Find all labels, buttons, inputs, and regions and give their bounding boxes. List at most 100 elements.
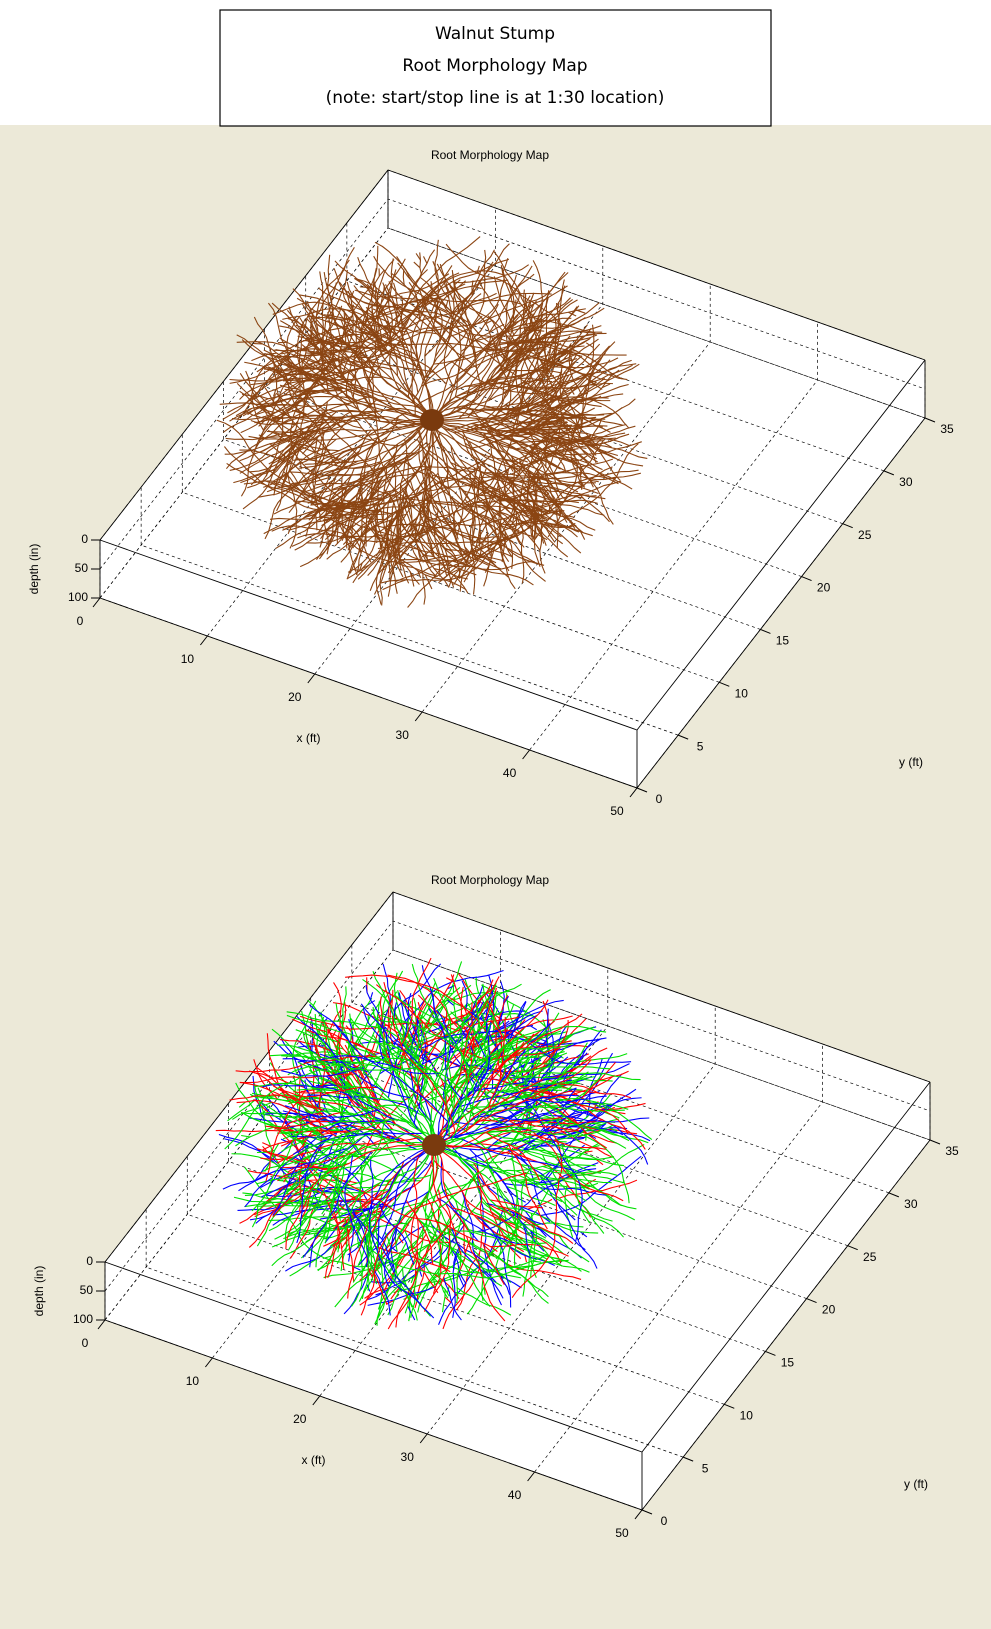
- root: [242, 358, 335, 417]
- y-tick-label: 5: [702, 1461, 709, 1475]
- root: [453, 281, 477, 363]
- y-tick-label: 25: [858, 528, 872, 542]
- y-tick-label: 35: [940, 422, 954, 436]
- root: [453, 1247, 460, 1270]
- root: [273, 1040, 326, 1071]
- root-system: [215, 957, 653, 1330]
- root: [534, 458, 614, 475]
- root: [448, 357, 572, 416]
- root: [417, 1218, 549, 1298]
- root: [309, 1244, 314, 1268]
- root: [502, 299, 578, 337]
- root: [252, 270, 505, 458]
- root: [431, 419, 556, 490]
- root: [464, 498, 476, 543]
- root: [272, 1145, 309, 1216]
- root: [449, 293, 482, 331]
- root: [485, 1132, 615, 1161]
- root: [457, 1059, 592, 1136]
- root: [332, 1236, 348, 1247]
- root: [397, 1043, 445, 1117]
- root: [359, 562, 363, 571]
- x-tick: [307, 673, 316, 684]
- root: [350, 1017, 453, 1104]
- root: [264, 436, 388, 540]
- root: [525, 1122, 580, 1132]
- z-tick-label: 50: [80, 1283, 94, 1297]
- root: [265, 1112, 359, 1136]
- root: [488, 495, 578, 532]
- root: [431, 377, 553, 421]
- root: [266, 1179, 358, 1203]
- root: [536, 468, 576, 530]
- root: [332, 419, 433, 490]
- root: [515, 1170, 578, 1216]
- root: [275, 435, 293, 444]
- root: [278, 410, 338, 460]
- root: [386, 1211, 434, 1267]
- root: [480, 991, 498, 1112]
- root: [555, 478, 579, 493]
- root: [287, 1147, 323, 1173]
- root: [300, 360, 329, 382]
- root: [332, 385, 433, 421]
- root: [387, 1258, 418, 1316]
- root: [317, 423, 425, 434]
- root: [516, 433, 587, 449]
- root: [222, 1147, 348, 1190]
- root: [309, 1123, 342, 1140]
- root: [466, 1213, 502, 1315]
- root: [369, 1158, 422, 1305]
- root: [478, 1146, 566, 1239]
- root: [262, 1128, 367, 1151]
- z-tick-label: 0: [86, 1254, 93, 1268]
- root: [454, 1291, 464, 1295]
- root: [375, 1245, 451, 1273]
- z-tick-label: 100: [73, 1312, 93, 1326]
- root: [442, 515, 457, 527]
- root: [442, 1267, 481, 1330]
- root: [534, 476, 545, 544]
- root: [271, 481, 341, 517]
- root: [307, 484, 357, 504]
- root: [284, 363, 433, 421]
- root: [222, 342, 502, 420]
- root: [251, 1129, 302, 1212]
- root: [417, 979, 494, 1064]
- root: [346, 418, 433, 543]
- root: [442, 469, 639, 580]
- root: [233, 469, 276, 484]
- root: [489, 1199, 544, 1209]
- root: [579, 1231, 588, 1238]
- root: [240, 1112, 304, 1118]
- root: [554, 342, 562, 350]
- root: [295, 452, 343, 501]
- y-tick: [682, 1456, 694, 1462]
- root: [507, 407, 595, 447]
- root: [447, 999, 455, 1006]
- root: [251, 378, 355, 401]
- root: [340, 542, 355, 563]
- root: [260, 1102, 370, 1203]
- root: [367, 282, 398, 407]
- root: [456, 395, 558, 419]
- root: [346, 1039, 435, 1146]
- root: [489, 426, 579, 462]
- x-tick-label: 40: [503, 766, 517, 780]
- root: [538, 345, 558, 372]
- root: [410, 1226, 424, 1318]
- root: [382, 282, 422, 377]
- root: [565, 514, 575, 518]
- plot-side-face: [642, 1082, 930, 1510]
- root: [596, 1159, 604, 1166]
- root: [395, 1144, 435, 1245]
- root: [349, 997, 373, 1048]
- root: [576, 1061, 616, 1105]
- root: [578, 1151, 585, 1159]
- root: [360, 1172, 528, 1316]
- root: [347, 303, 353, 312]
- root: [325, 531, 334, 538]
- root: [324, 1220, 348, 1279]
- root: [500, 265, 531, 329]
- x-tick: [527, 1471, 535, 1482]
